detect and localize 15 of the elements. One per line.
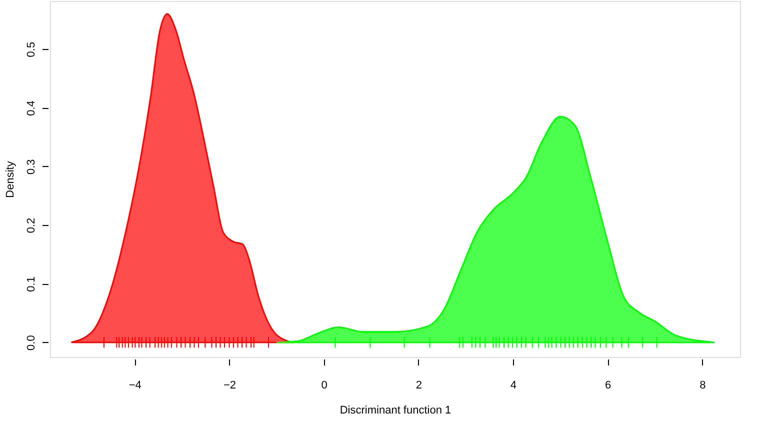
x-tick-label: 6 bbox=[605, 380, 612, 392]
y-tick-label: 0.2 bbox=[26, 218, 38, 234]
y-axis-title: Density bbox=[4, 160, 16, 198]
y-tick-label: 0.3 bbox=[26, 159, 38, 175]
x-tick-label: 2 bbox=[416, 380, 422, 392]
x-tick-label: 4 bbox=[510, 380, 517, 392]
x-tick-label: −2 bbox=[223, 380, 236, 392]
y-tick-label: 0.4 bbox=[26, 100, 38, 116]
x-axis-title: Discriminant function 1 bbox=[340, 404, 452, 416]
y-tick-label: 0.1 bbox=[26, 276, 38, 292]
x-tick-label: 0 bbox=[321, 380, 328, 392]
x-tick-label: 8 bbox=[700, 380, 706, 392]
y-tick-label: 0.0 bbox=[26, 335, 38, 350]
x-tick-label: −4 bbox=[128, 380, 142, 392]
y-tick-label: 0.5 bbox=[26, 42, 38, 58]
